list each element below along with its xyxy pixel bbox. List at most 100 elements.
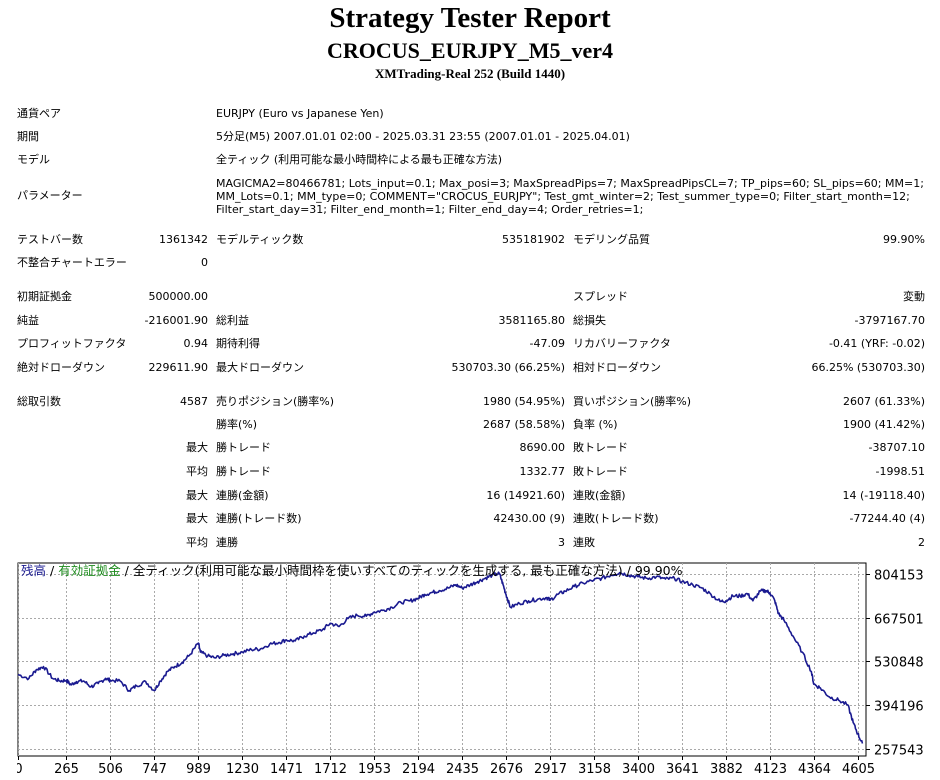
symbol-label: 通貨ペア [17, 107, 61, 120]
x-tick-label: 2917 [534, 762, 567, 776]
model-value: 全ティック (利用可能な最小時間枠による最も正確な方法) [216, 153, 503, 166]
x-tick-label: 1230 [226, 762, 259, 776]
relative-drawdown-label: 相対ドローダウン [573, 361, 661, 374]
y-tick-label: 804153 [874, 569, 924, 584]
bars-value: 1361342 [159, 233, 208, 246]
recovery-factor-value: -0.41 (YRF: -0.02) [828, 337, 925, 350]
largest-loss-value: -38707.10 [868, 441, 925, 454]
max-consecutive-profit-label: 連勝(トレード数) [216, 512, 302, 525]
total-trades-label: 総取引数 [17, 395, 61, 408]
short-positions-label: 売りポジション(勝率%) [216, 395, 335, 408]
net-profit-label: 純益 [17, 314, 39, 327]
long-positions-label: 買いポジション(勝率%) [573, 395, 692, 408]
y-tick-label: 667501 [874, 613, 924, 628]
x-tick-label: 747 [142, 762, 167, 776]
max-consecutive-losses-label: 連敗(金額) [573, 489, 626, 502]
average-consecutive-losses-label: 連敗 [573, 536, 595, 549]
balance-line [17, 571, 864, 744]
largest-row-label: 最大 [186, 441, 208, 454]
short-positions-value: 1980 (54.95%) [482, 395, 565, 408]
average-consecutive-losses-value: 2 [918, 536, 925, 549]
x-tick-label: 2435 [446, 762, 479, 776]
max-consecutive-loss-label: 連敗(トレード数) [573, 512, 659, 525]
average-consecutive-row-label: 平均 [186, 536, 208, 549]
bars-label: テストバー数 [17, 233, 83, 246]
quality-label: モデリング品質 [573, 233, 650, 246]
x-tick-label: 4364 [798, 762, 831, 776]
absolute-drawdown-label: 絶対ドローダウン [17, 361, 105, 374]
report-title: Strategy Tester Report [329, 2, 611, 34]
absolute-drawdown-value: 229611.90 [148, 361, 209, 374]
largest-win-value: 8690.00 [519, 441, 566, 454]
expected-payoff-label: 期待利得 [216, 337, 260, 350]
loss-trades-value: 1900 (41.42%) [842, 418, 925, 431]
spread-value: 変動 [903, 290, 925, 303]
spread-label: スプレッド [573, 290, 628, 303]
parameters-value: MAGICMA2=80466781; Lots_input=0.1; Max_p… [216, 177, 924, 216]
profit-factor-value: 0.94 [183, 337, 209, 350]
max-consecutive-wins-label: 連勝(金額) [216, 489, 269, 502]
legend-separator: / [46, 563, 59, 578]
x-tick-label: 989 [186, 762, 211, 776]
relative-drawdown-value: 66.25% (530703.30) [811, 361, 925, 374]
max-consecutive-wins-value: 16 (14921.60) [486, 489, 565, 502]
x-tick-label: 2194 [402, 762, 435, 776]
gross-profit-value: 3581165.80 [498, 314, 565, 327]
parameters-label: パラメーター [17, 189, 83, 202]
expected-payoff-value: -47.09 [529, 337, 565, 350]
average-loss-label: 敗トレード [573, 465, 628, 478]
average-loss-value: -1998.51 [875, 465, 925, 478]
y-tick-label: 257543 [874, 744, 924, 759]
x-tick-label: 3158 [578, 762, 611, 776]
loss-trades-label: 負率 (%) [573, 418, 618, 431]
largest-loss-label: 敗トレード [573, 441, 628, 454]
x-tick-label: 3400 [622, 762, 655, 776]
average-consecutive-wins-value: 3 [558, 536, 565, 549]
symbol-value: EURJPY (Euro vs Japanese Yen) [216, 107, 384, 120]
quality-value: 99.90% [883, 233, 925, 246]
y-tick-label: 530848 [874, 656, 924, 671]
gross-loss-label: 総損失 [573, 314, 606, 327]
max-consecutive-losses-value: 14 (-19118.40) [842, 489, 925, 502]
x-tick-label: 1712 [314, 762, 347, 776]
legend-equity: 有効証拠金 [58, 563, 121, 578]
x-tick-label: 506 [98, 762, 123, 776]
x-tick-label: 0 [17, 762, 23, 776]
deposit-value: 500000.00 [148, 290, 209, 303]
model-label: モデル [17, 153, 50, 166]
balance-chart-svg: 257543 394196 530848 667501 804153 0 265 506 747… [14, 562, 924, 777]
recovery-factor-label: リカバリーファクタ [573, 337, 671, 350]
profit-trades-value: 2687 (58.58%) [482, 418, 565, 431]
deposit-label: 初期証拠金 [17, 290, 72, 303]
total-trades-value: 4587 [180, 395, 208, 408]
balance-chart: 257543 394196 530848 667501 804153 0 265 506 747… [14, 562, 938, 777]
maximal-drawdown-label: 最大ドローダウン [216, 361, 304, 374]
max-consecutive-amount-row-label: 最大 [186, 512, 208, 525]
net-profit-value: -216001.90 [144, 314, 208, 327]
period-label: 期間 [17, 130, 39, 143]
gross-loss-value: -3797167.70 [854, 314, 925, 327]
maximal-drawdown-value: 530703.30 (66.25%) [451, 361, 565, 374]
chart-legend: 残高 / 有効証拠金 / 全ティック(利用可能な最小時間枠を使いすべてのティック… [21, 564, 683, 578]
mismatch-label: 不整合チャートエラー [17, 256, 127, 269]
mismatch-value: 0 [201, 256, 208, 269]
max-consecutive-loss-value: -77244.40 (4) [849, 512, 925, 525]
x-tick-label: 2676 [490, 762, 523, 776]
long-positions-value: 2607 (61.33%) [842, 395, 925, 408]
ticks-value: 535181902 [502, 233, 565, 246]
x-tick-label: 1471 [270, 762, 303, 776]
x-tick-label: 3882 [710, 762, 743, 776]
average-consecutive-wins-label: 連勝 [216, 536, 238, 549]
report-subtitle: CROCUS_EURJPY_M5_ver4 [327, 38, 613, 63]
y-tick-label: 394196 [874, 700, 924, 715]
largest-win-label: 勝トレード [216, 441, 271, 454]
average-win-label: 勝トレード [216, 465, 271, 478]
x-tick-label: 3641 [666, 762, 699, 776]
period-value: 5分足(M5) 2007.01.01 02:00 - 2025.03.31 23… [216, 130, 630, 143]
profit-trades-label: 勝率(%) [216, 418, 258, 431]
max-consecutive-profit-value: 42430.00 (9) [493, 512, 565, 525]
ticks-label: モデルティック数 [216, 233, 304, 246]
legend-description: / 全ティック(利用可能な最小時間枠を使いすべてのティックを生成する, 最も正確… [120, 563, 683, 578]
max-consecutive-row-label: 最大 [186, 489, 208, 502]
x-tick-label: 265 [54, 762, 79, 776]
